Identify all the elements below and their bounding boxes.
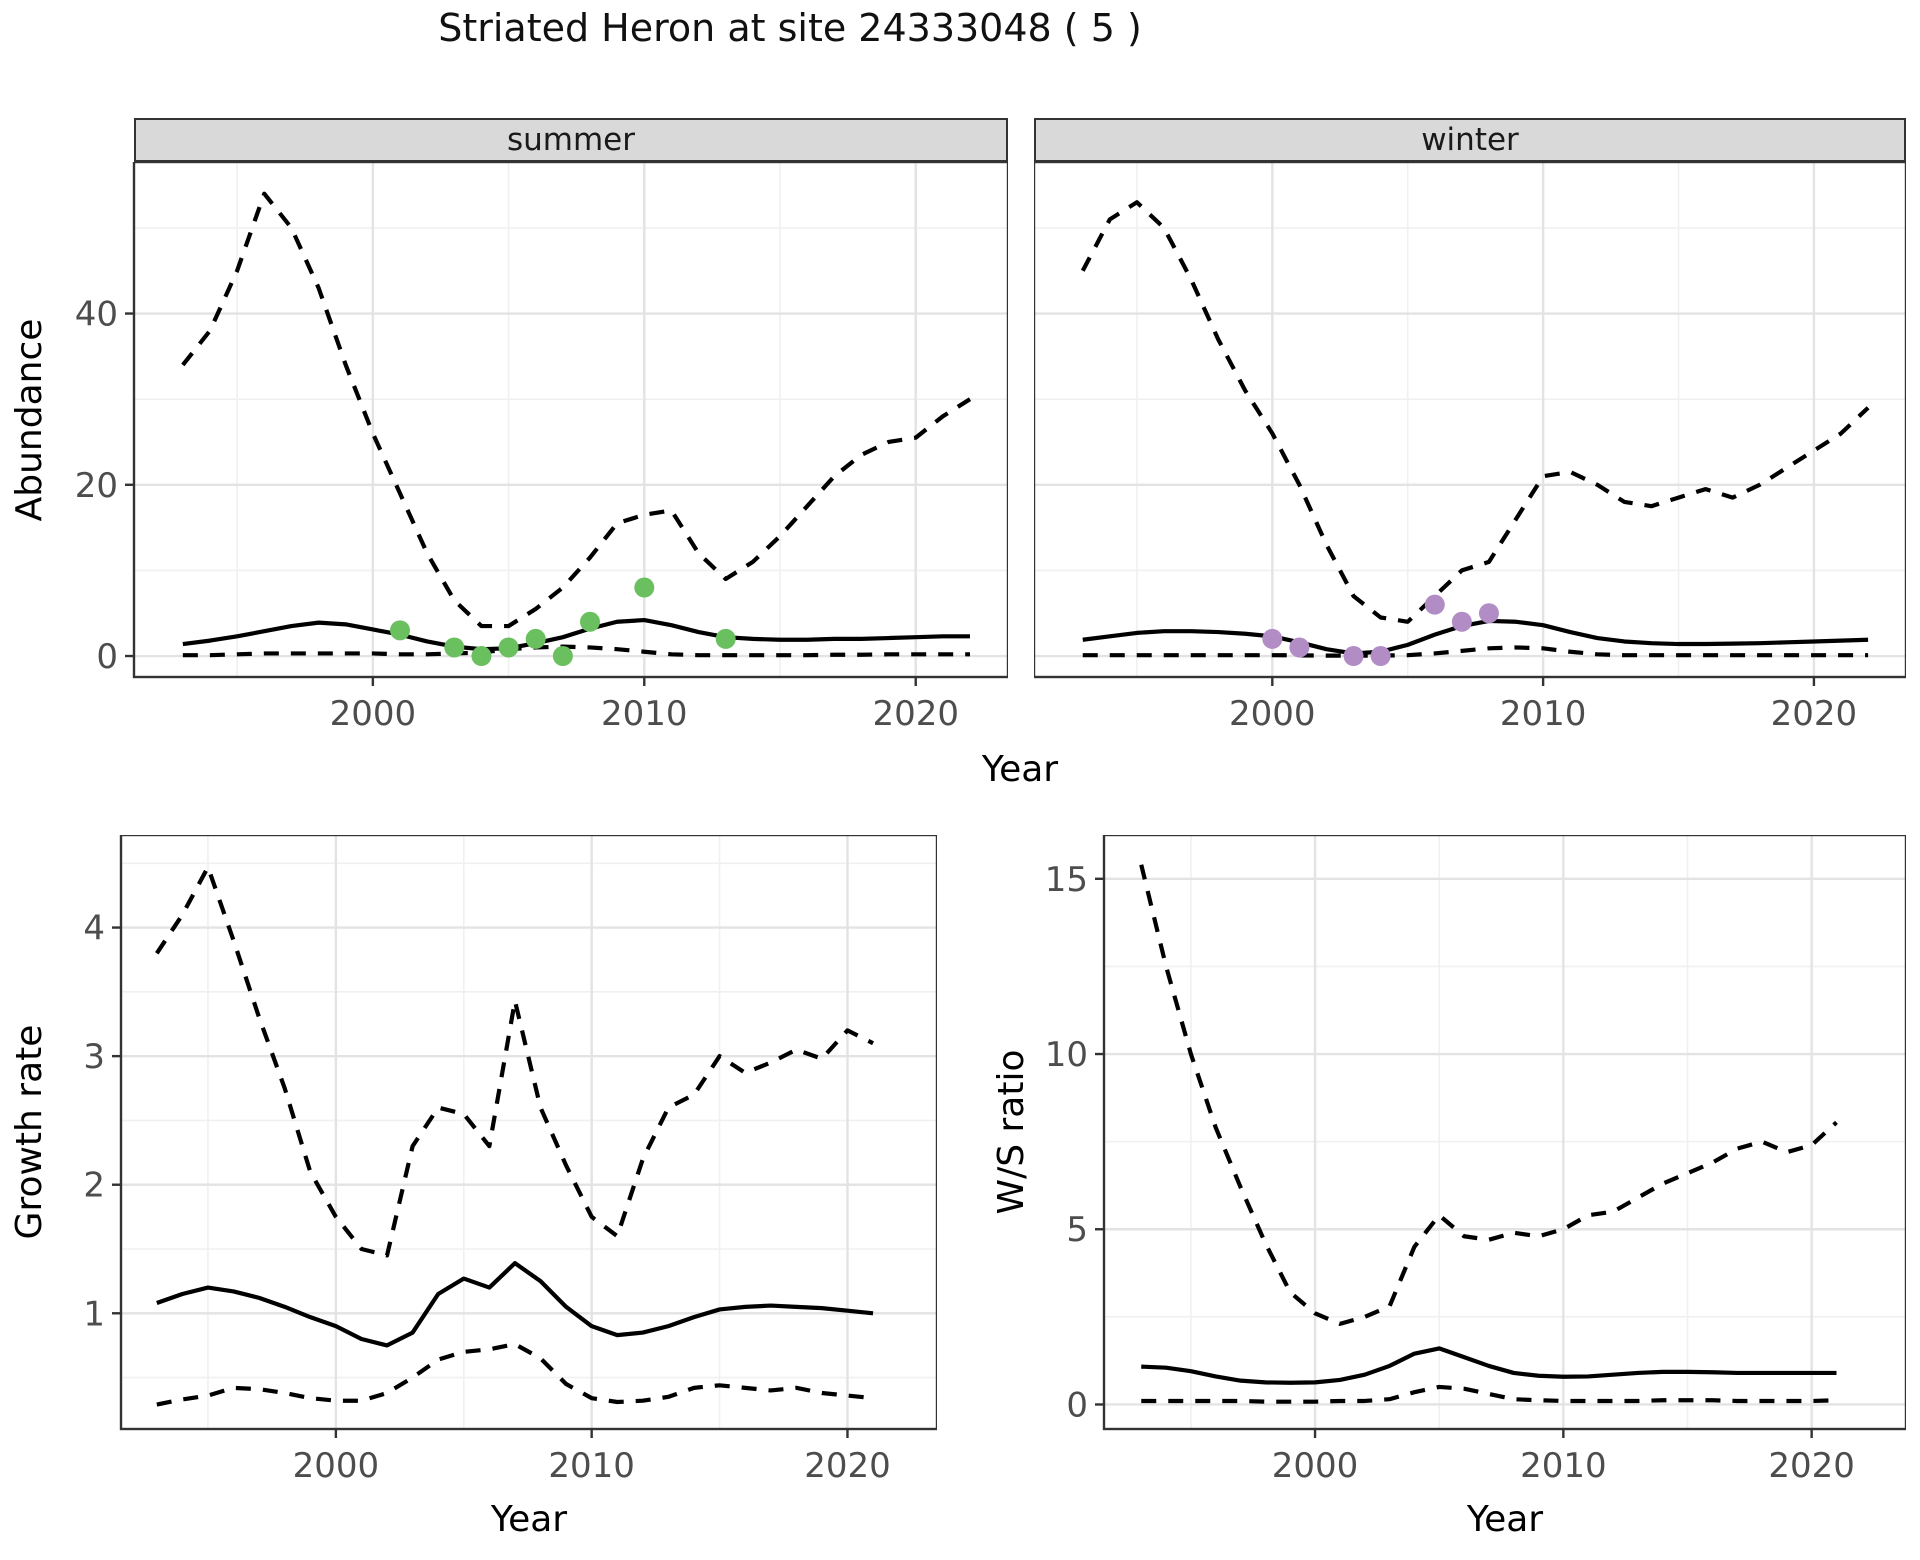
svg-text:2000: 2000: [293, 1446, 380, 1486]
facet-strip-summer-label: summer: [506, 122, 635, 158]
svg-text:2000: 2000: [1229, 694, 1316, 734]
svg-text:2000: 2000: [1272, 1446, 1359, 1486]
y-axis-label-abundance: Abundance: [9, 318, 50, 522]
y-axis-label-ws-ratio: W/S ratio: [991, 1049, 1032, 1215]
svg-text:2010: 2010: [548, 1446, 635, 1486]
ws-ratio-plot: 2000 2010 2020 0 5 10 15: [1045, 835, 1906, 1486]
svg-text:2020: 2020: [804, 1446, 891, 1486]
svg-text:1: 1: [83, 1294, 105, 1334]
svg-text:2: 2: [83, 1166, 105, 1206]
y-axis-label-growth-rate: Growth rate: [9, 1024, 50, 1240]
svg-text:2020: 2020: [1771, 694, 1858, 734]
svg-text:15: 15: [1045, 860, 1088, 900]
svg-text:2020: 2020: [872, 694, 959, 734]
svg-text:2020: 2020: [1768, 1446, 1855, 1486]
page-title: Striated Heron at site 24333048 ( 5 ): [438, 6, 1142, 50]
svg-text:2000: 2000: [330, 694, 417, 734]
svg-text:2010: 2010: [601, 694, 688, 734]
abundance-summer-plot: 2000 2010 2020 0 20 40: [75, 162, 1008, 734]
svg-text:40: 40: [75, 295, 118, 335]
svg-text:4: 4: [83, 909, 105, 949]
growth-rate-plot: 2000 2010 2020 1 2 3 4: [83, 835, 937, 1486]
facet-strip-winter-label: winter: [1421, 122, 1519, 158]
svg-text:5: 5: [1066, 1210, 1088, 1250]
svg-text:2010: 2010: [1500, 694, 1587, 734]
facet-strip-winter: winter: [1034, 118, 1906, 162]
svg-text:20: 20: [75, 466, 118, 506]
x-axis-label-year-bottom-right: Year: [1466, 1499, 1544, 1540]
abundance-winter-plot: 2000 2010 2020: [1034, 162, 1906, 734]
x-axis-label-year-top: Year: [981, 749, 1059, 790]
facet-strip-summer: summer: [134, 118, 1008, 162]
svg-text:10: 10: [1045, 1035, 1088, 1075]
svg-text:0: 0: [96, 637, 118, 677]
svg-text:3: 3: [83, 1037, 105, 1077]
x-axis-label-year-bottom-left: Year: [490, 1499, 568, 1540]
svg-text:2010: 2010: [1520, 1446, 1607, 1486]
svg-text:0: 0: [1066, 1385, 1088, 1425]
